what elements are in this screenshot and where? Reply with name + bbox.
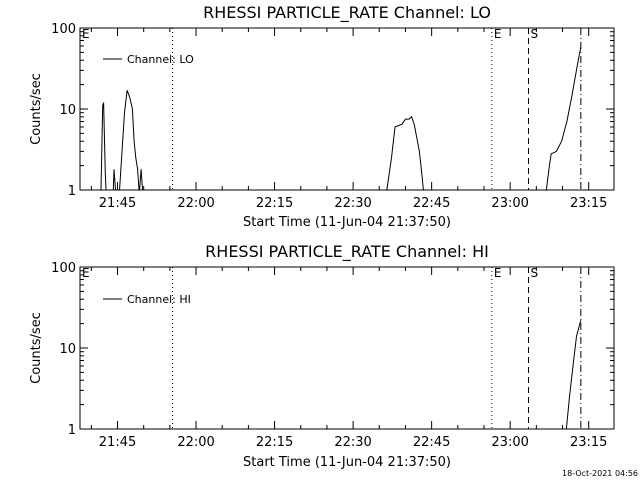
- lo-series-line: [100, 47, 582, 190]
- hi-y-tick-label: 10: [59, 342, 76, 357]
- hi-marker-label: E: [494, 266, 502, 280]
- hi-legend-label: Channel: HI: [127, 293, 191, 306]
- lo-x-tick-label: 22:45: [413, 196, 450, 211]
- hi-x-tick-label: 22:45: [413, 435, 450, 450]
- lo-x-tick-label: 23:00: [491, 196, 528, 211]
- lo-y-tick-label: 100: [51, 22, 76, 37]
- lo-x-axis-label: Start Time (11-Jun-04 21:37:50): [243, 215, 451, 230]
- hi-x-tick-label: 21:45: [99, 435, 136, 450]
- lo-marker-label: S: [530, 27, 538, 41]
- lo-x-tick-label: 21:45: [99, 196, 136, 211]
- footer-timestamp: 18-Oct-2021 04:56: [562, 469, 638, 478]
- lo-channel-plot: RHESSI PARTICLE_RATE Channel: LO Start T…: [29, 3, 615, 230]
- hi-plot-title: RHESSI PARTICLE_RATE Channel: HI: [205, 242, 489, 262]
- hi-marker-label: S: [530, 266, 538, 280]
- hi-x-tick-label: 22:30: [334, 435, 371, 450]
- hi-x-tick-label: 23:15: [570, 435, 607, 450]
- hi-y-axis-label: Counts/sec: [29, 312, 44, 384]
- hi-x-axis-label: Start Time (11-Jun-04 21:37:50): [243, 455, 451, 470]
- lo-plot-frame: [79, 27, 615, 191]
- hi-x-tick-label: 23:00: [491, 435, 528, 450]
- lo-y-axis-label: Counts/sec: [29, 73, 44, 145]
- lo-axis-ticks: 21:45 22:00 22:15 22:30 22:45 23:00 23:15 1 10 10…: [51, 22, 614, 211]
- hi-legend: Channel: HI: [103, 293, 191, 306]
- hi-channel-plot: RHESSI PARTICLE_RATE Channel: HI Start T…: [29, 242, 615, 470]
- hi-axis-ticks: 21:45 22:00 22:15 22:30 22:45 23:00 23:15 1 10 10…: [51, 261, 614, 450]
- hi-y-tick-label: 100: [51, 261, 76, 276]
- hi-x-tick-label: 22:15: [256, 435, 293, 450]
- lo-x-tick-label: 22:15: [256, 196, 293, 211]
- hi-marker-label: E: [82, 266, 90, 280]
- hi-series-line: [565, 320, 582, 429]
- hi-plot-frame: [79, 266, 615, 430]
- lo-legend: Channel: LO: [103, 53, 194, 66]
- lo-x-tick-label: 23:15: [570, 196, 607, 211]
- hi-series: [565, 320, 582, 429]
- lo-y-tick-label: 1: [68, 184, 76, 199]
- lo-marker-label: E: [494, 27, 502, 41]
- lo-y-tick-label: 10: [59, 103, 76, 118]
- lo-plot-title: RHESSI PARTICLE_RATE Channel: LO: [203, 3, 491, 23]
- hi-x-tick-label: 22:00: [177, 435, 214, 450]
- lo-x-tick-label: 22:30: [334, 196, 371, 211]
- lo-legend-label: Channel: LO: [127, 53, 194, 66]
- lo-marker-label: E: [82, 27, 90, 41]
- hi-y-tick-label: 1: [68, 423, 76, 438]
- lo-x-tick-label: 22:00: [177, 196, 214, 211]
- lo-series: [100, 47, 582, 190]
